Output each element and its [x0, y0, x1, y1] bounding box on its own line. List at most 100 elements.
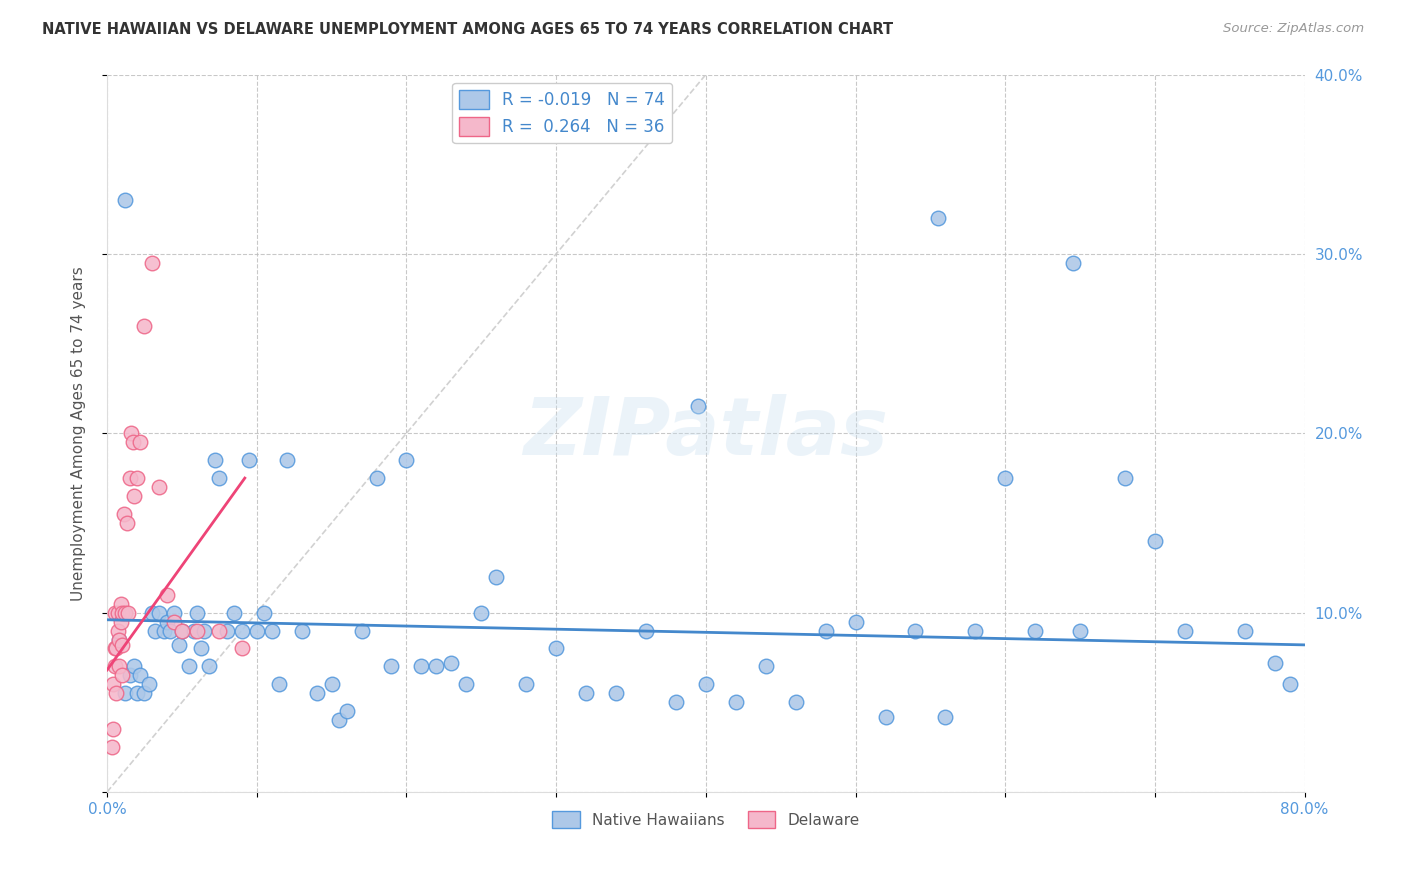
- Point: [269, 677, 291, 691]
- Point: [515, 677, 537, 691]
- Point: [291, 624, 314, 638]
- Point: [605, 686, 627, 700]
- Point: [965, 624, 987, 638]
- Point: [120, 426, 142, 441]
- Point: [129, 668, 152, 682]
- Point: [122, 489, 145, 503]
- Point: [110, 597, 132, 611]
- Point: [321, 677, 343, 691]
- Point: [238, 453, 260, 467]
- Point: [755, 659, 778, 673]
- Point: [186, 624, 208, 638]
- Point: [125, 471, 148, 485]
- Point: [193, 624, 215, 638]
- Point: [994, 471, 1017, 485]
- Point: [112, 507, 135, 521]
- Point: [328, 713, 350, 727]
- Point: [1069, 624, 1091, 638]
- Point: [634, 624, 657, 638]
- Point: [366, 471, 388, 485]
- Point: [108, 632, 131, 647]
- Point: [163, 615, 186, 629]
- Point: [107, 624, 129, 638]
- Point: [253, 606, 276, 620]
- Y-axis label: Unemployment Among Ages 65 to 74 years: Unemployment Among Ages 65 to 74 years: [72, 266, 86, 600]
- Point: [380, 659, 402, 673]
- Point: [134, 318, 156, 333]
- Point: [103, 641, 125, 656]
- Point: [114, 193, 136, 207]
- Point: [114, 606, 136, 620]
- Point: [125, 686, 148, 700]
- Text: ZIPatlas: ZIPatlas: [523, 394, 889, 472]
- Point: [167, 638, 190, 652]
- Point: [156, 615, 179, 629]
- Point: [121, 435, 143, 450]
- Point: [148, 480, 170, 494]
- Point: [107, 606, 129, 620]
- Point: [1062, 256, 1084, 270]
- Point: [101, 677, 124, 691]
- Point: [141, 606, 163, 620]
- Text: NATIVE HAWAIIAN VS DELAWARE UNEMPLOYMENT AMONG AGES 65 TO 74 YEARS CORRELATION C: NATIVE HAWAIIAN VS DELAWARE UNEMPLOYMENT…: [42, 22, 893, 37]
- Point: [224, 606, 246, 620]
- Point: [179, 659, 201, 673]
- Point: [118, 668, 141, 682]
- Point: [148, 606, 170, 620]
- Point: [153, 624, 176, 638]
- Point: [785, 695, 807, 709]
- Point: [204, 453, 226, 467]
- Point: [814, 624, 837, 638]
- Point: [170, 624, 193, 638]
- Point: [1114, 471, 1136, 485]
- Point: [208, 624, 231, 638]
- Point: [111, 668, 134, 682]
- Point: [129, 435, 152, 450]
- Point: [231, 641, 253, 656]
- Point: [231, 624, 253, 638]
- Point: [190, 641, 212, 656]
- Point: [246, 624, 269, 638]
- Point: [276, 453, 298, 467]
- Point: [215, 624, 238, 638]
- Point: [470, 606, 492, 620]
- Point: [138, 677, 160, 691]
- Point: [1264, 656, 1286, 670]
- Point: [141, 256, 163, 270]
- Point: [1278, 677, 1301, 691]
- Point: [183, 624, 205, 638]
- Point: [159, 624, 181, 638]
- Point: [456, 677, 478, 691]
- Point: [1143, 533, 1166, 548]
- Point: [100, 740, 122, 755]
- Point: [440, 656, 463, 670]
- Point: [665, 695, 688, 709]
- Point: [208, 471, 231, 485]
- Point: [395, 453, 418, 467]
- Point: [336, 704, 359, 718]
- Point: [118, 471, 141, 485]
- Point: [117, 606, 139, 620]
- Point: [170, 624, 193, 638]
- Point: [105, 641, 128, 656]
- Point: [114, 686, 136, 700]
- Point: [1024, 624, 1046, 638]
- Point: [101, 722, 124, 736]
- Point: [875, 709, 897, 723]
- Point: [934, 709, 956, 723]
- Point: [156, 588, 179, 602]
- Point: [845, 615, 868, 629]
- Point: [103, 659, 125, 673]
- Point: [904, 624, 927, 638]
- Point: [143, 624, 166, 638]
- Point: [115, 516, 138, 530]
- Point: [110, 615, 132, 629]
- Point: [305, 686, 328, 700]
- Point: [724, 695, 747, 709]
- Point: [575, 686, 598, 700]
- Point: [111, 638, 134, 652]
- Point: [103, 606, 125, 620]
- Point: [260, 624, 283, 638]
- Point: [688, 400, 710, 414]
- Point: [927, 211, 949, 225]
